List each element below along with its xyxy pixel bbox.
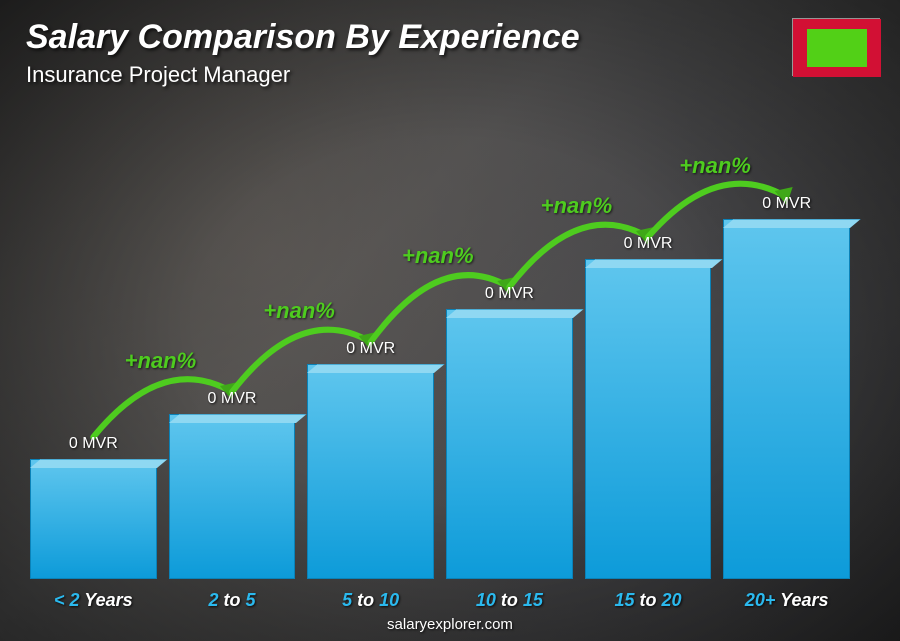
x-axis-label: 20+ Years — [723, 590, 850, 611]
bar-column: 0 MVR — [446, 285, 573, 579]
bar-value-label: 0 MVR — [346, 340, 395, 358]
bar — [30, 459, 157, 579]
chart-subtitle: Insurance Project Manager — [26, 62, 290, 88]
chart-title: Salary Comparison By Experience — [26, 18, 580, 57]
infographic-stage: Salary Comparison By Experience Insuranc… — [0, 0, 900, 641]
bar — [723, 219, 850, 579]
bars-container: 0 MVR 0 MVR 0 MVR 0 MVR 0 MVR 0 MVR — [30, 109, 850, 579]
x-axis-label: < 2 Years — [30, 590, 157, 611]
bar-column: 0 MVR — [307, 340, 434, 579]
bar-column: 0 MVR — [723, 195, 850, 579]
bar-value-label: 0 MVR — [208, 390, 257, 408]
bar — [169, 414, 296, 579]
bar-value-label: 0 MVR — [624, 235, 673, 253]
bar-value-label: 0 MVR — [485, 285, 534, 303]
country-flag-maldives — [792, 18, 880, 76]
x-axis-labels: < 2 Years 2 to 5 5 to 10 10 to 15 15 to 20 20… — [30, 590, 850, 611]
bar-value-label: 0 MVR — [762, 195, 811, 213]
bar-column: 0 MVR — [585, 235, 712, 579]
bar — [307, 364, 434, 579]
bar — [585, 259, 712, 579]
bar-column: 0 MVR — [30, 435, 157, 579]
x-axis-label: 15 to 20 — [585, 590, 712, 611]
bar-chart: 0 MVR0 MVR0 MVR0 MVR0 MVR0 MVR +nan%+nan… — [30, 109, 850, 579]
x-axis-label: 5 to 10 — [307, 590, 434, 611]
x-axis-label: 10 to 15 — [446, 590, 573, 611]
x-axis-label: 2 to 5 — [169, 590, 296, 611]
footer-attribution: salaryexplorer.com — [0, 616, 900, 633]
bar — [446, 309, 573, 579]
bar-value-label: 0 MVR — [69, 435, 118, 453]
bar-column: 0 MVR — [169, 390, 296, 579]
